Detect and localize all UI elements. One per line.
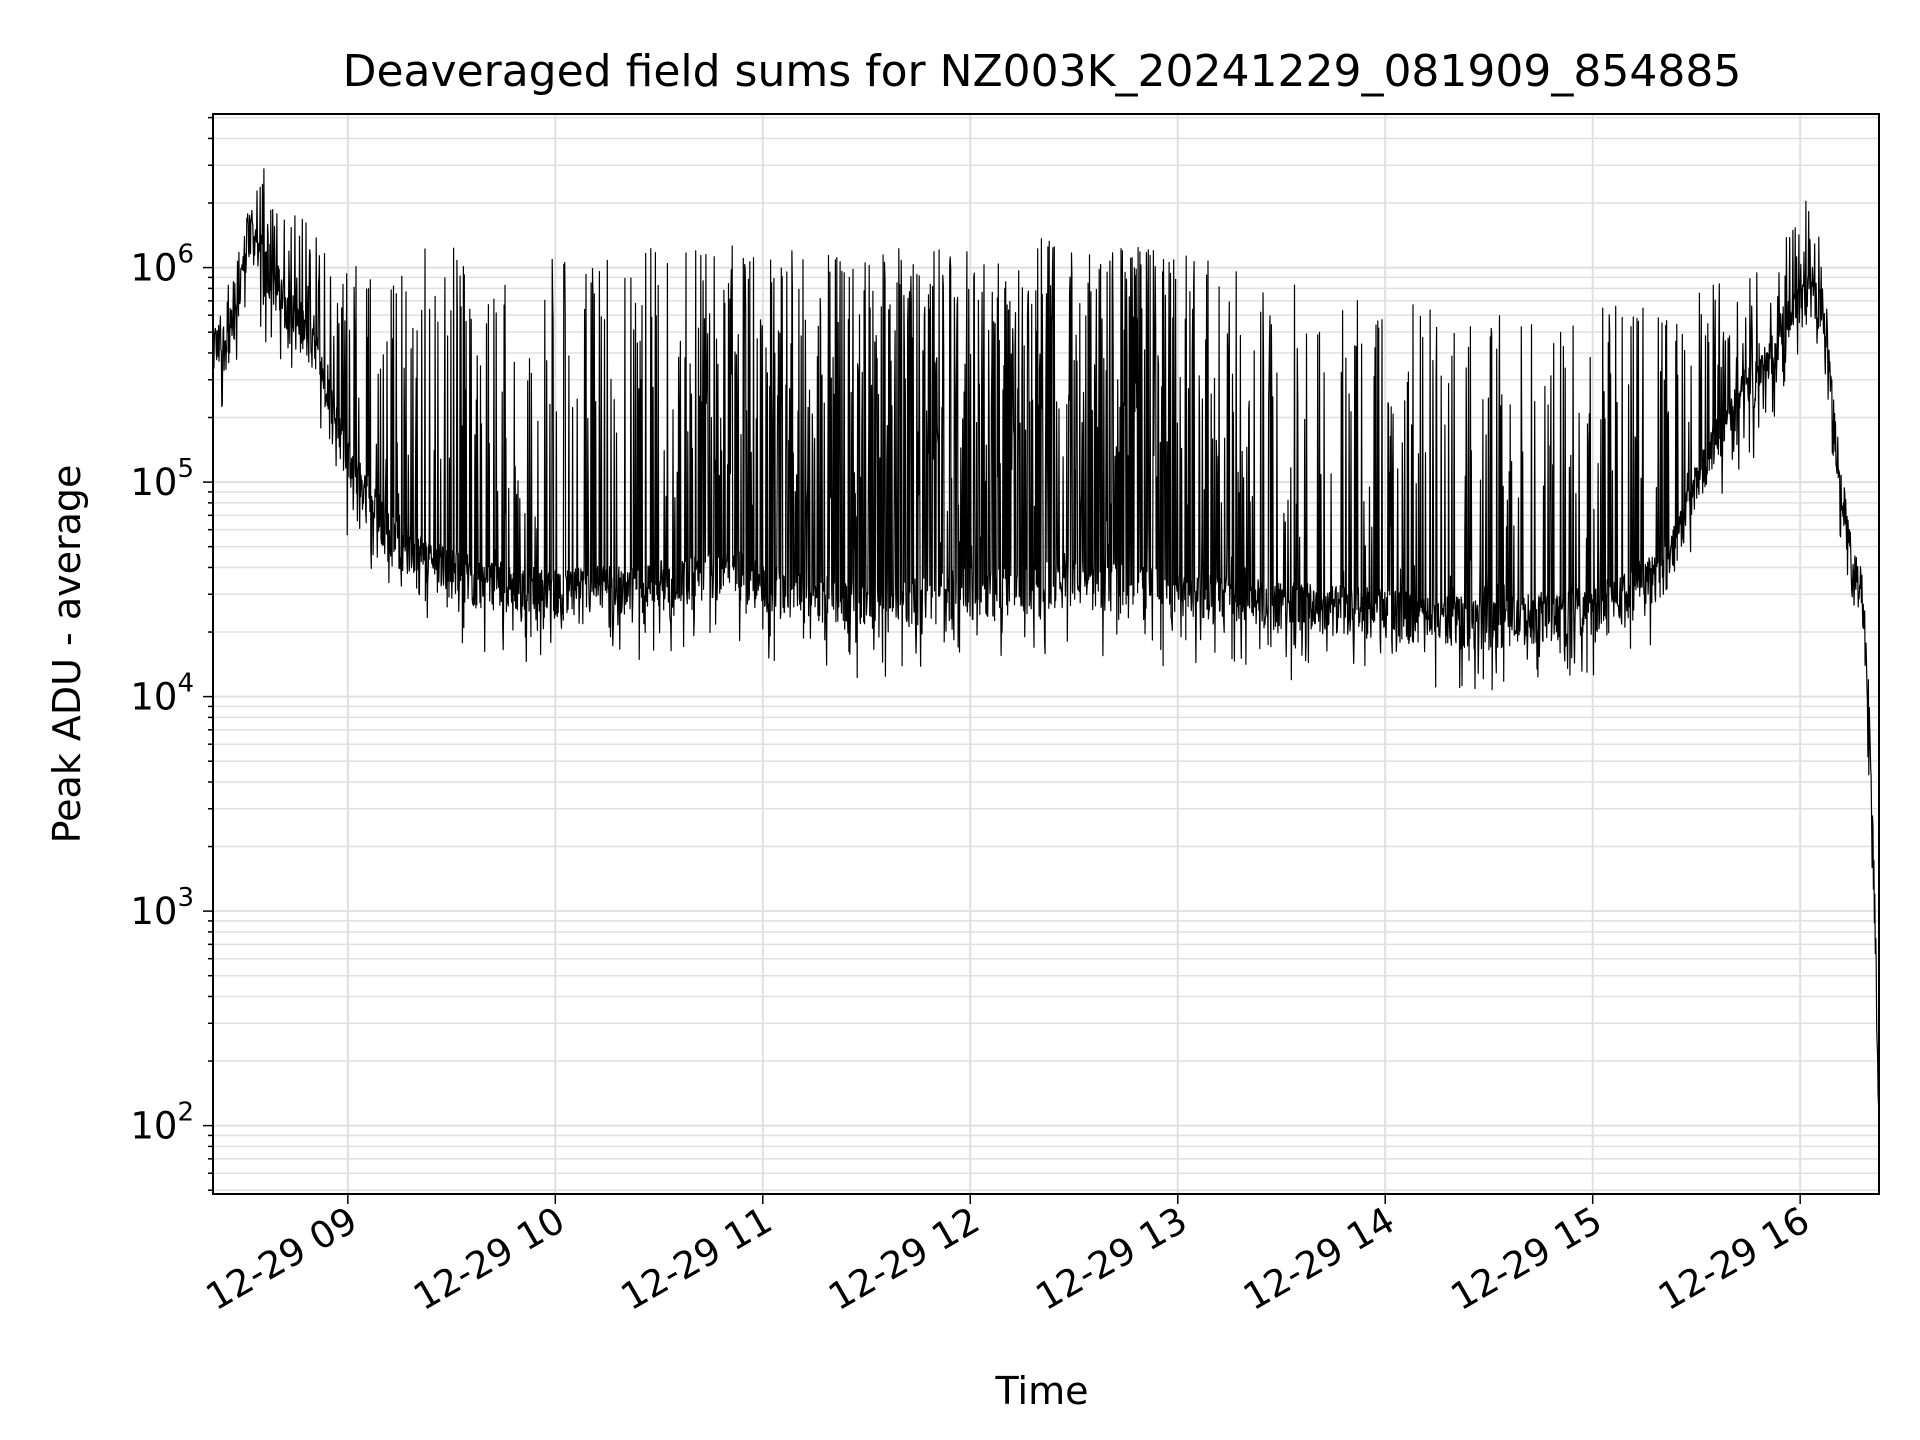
chart-title: Deaveraged field sums for NZ003K_2024122… bbox=[343, 46, 1742, 97]
y-axis-label: Peak ADU - average bbox=[45, 465, 89, 844]
data-series bbox=[212, 168, 1880, 1116]
x-axis-label: Time bbox=[995, 1369, 1089, 1413]
y-tick-label-exponent: 2 bbox=[177, 1098, 194, 1128]
y-tick-label-base: 10 bbox=[130, 461, 177, 504]
y-tick-label-base: 10 bbox=[130, 676, 177, 719]
y-tick-label-exponent: 6 bbox=[177, 240, 194, 270]
y-tick-label-exponent: 5 bbox=[177, 454, 194, 484]
y-tick-label: 104 bbox=[130, 669, 194, 719]
y-tick-label-exponent: 3 bbox=[177, 883, 194, 913]
y-tick-label: 106 bbox=[130, 240, 194, 290]
y-tick-label-exponent: 4 bbox=[177, 669, 194, 699]
y-tick-label: 102 bbox=[130, 1098, 194, 1148]
y-tick-label: 105 bbox=[130, 454, 194, 504]
plot-frame bbox=[212, 113, 1880, 1195]
y-tick-label: 103 bbox=[130, 883, 194, 933]
y-tick-label-base: 10 bbox=[130, 247, 177, 290]
grid bbox=[213, 114, 1879, 1194]
series-line bbox=[212, 168, 1880, 1116]
y-tick-label-base: 10 bbox=[130, 890, 177, 933]
y-tick-label-base: 10 bbox=[130, 1105, 177, 1148]
